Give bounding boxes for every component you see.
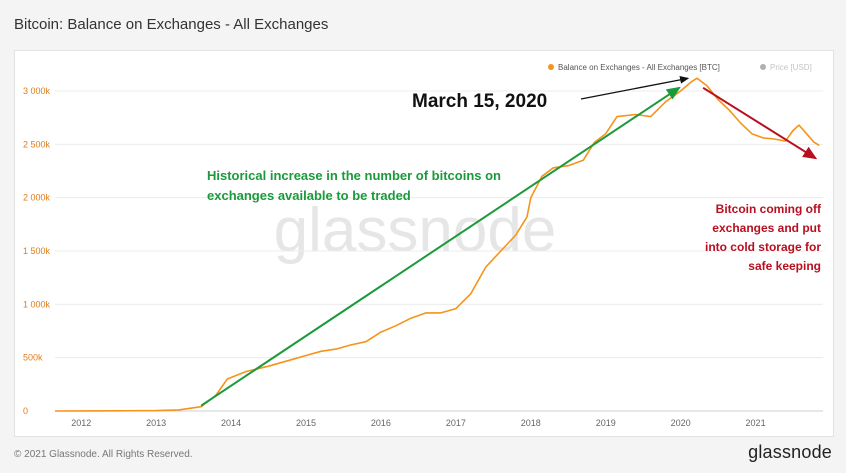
date-annotation: March 15, 2020 bbox=[412, 91, 547, 112]
chart-card: glassnode 0 500k 1 000k 1 500k 2 000k 2 500k 3… bbox=[14, 50, 834, 437]
watermark-text: glassnode bbox=[274, 196, 557, 265]
footer-copyright: © 2021 Glassnode. All Rights Reserved. bbox=[14, 449, 193, 460]
red-annotation-line: Bitcoin coming off bbox=[716, 202, 822, 216]
green-arrow bbox=[200, 86, 681, 407]
legend-marker bbox=[548, 64, 554, 70]
page-title: Bitcoin: Balance on Exchanges - All Exch… bbox=[14, 16, 329, 33]
green-annotation-line: exchanges available to be traded bbox=[207, 188, 411, 203]
x-axis: 2012 2013 2014 2015 2016 2017 2018 2019 2020 2021 bbox=[55, 410, 823, 428]
legend: Balance on Exchanges - All Exchanges [BT… bbox=[548, 63, 812, 72]
x-tick-label: 2015 bbox=[296, 418, 316, 428]
y-tick-label: 1 000k bbox=[23, 299, 51, 309]
x-tick-label: 2013 bbox=[146, 418, 166, 428]
balance-chart: glassnode 0 500k 1 000k 1 500k 2 000k 2 500k 3… bbox=[23, 63, 823, 428]
annotations-layer: March 15, 2020 Historical increase in the… bbox=[200, 75, 822, 407]
x-tick-label: 2014 bbox=[221, 418, 241, 428]
date-arrow bbox=[580, 75, 690, 100]
y-tick-label: 3 000k bbox=[23, 86, 51, 96]
red-annotation-line: exchanges and put bbox=[712, 221, 821, 235]
series-layer bbox=[54, 77, 820, 412]
x-tick-label: 2019 bbox=[596, 418, 616, 428]
green-annotation-line: Historical increase in the number of bit… bbox=[207, 168, 501, 183]
y-axis: 0 500k 1 000k 1 500k 2 000k 2 500k 3 000k bbox=[23, 86, 51, 416]
legend-marker bbox=[760, 64, 766, 70]
x-tick-label: 2021 bbox=[746, 418, 766, 428]
y-tick-label: 2 000k bbox=[23, 193, 51, 203]
red-annotation-line: into cold storage for bbox=[705, 240, 821, 254]
x-tick-label: 2017 bbox=[446, 418, 466, 428]
series-line-balance bbox=[54, 77, 820, 412]
watermark-layer: glassnode bbox=[274, 196, 557, 265]
x-tick-label: 2012 bbox=[71, 418, 91, 428]
footer-logo: glassnode bbox=[748, 442, 832, 462]
grid-lines bbox=[55, 90, 823, 412]
y-tick-label: 2 500k bbox=[23, 139, 51, 149]
y-tick-label: 500k bbox=[23, 353, 43, 363]
x-tick-label: 2020 bbox=[671, 418, 691, 428]
x-tick-label: 2016 bbox=[371, 418, 391, 428]
x-tick-label: 2018 bbox=[521, 418, 541, 428]
y-tick-label: 0 bbox=[23, 406, 28, 416]
y-tick-label: 1 500k bbox=[23, 246, 51, 256]
red-arrow bbox=[702, 86, 818, 160]
red-annotation-line: safe keeping bbox=[748, 259, 821, 273]
legend-label: Balance on Exchanges - All Exchanges [BT… bbox=[558, 63, 720, 72]
legend-label: Price [USD] bbox=[770, 63, 812, 72]
